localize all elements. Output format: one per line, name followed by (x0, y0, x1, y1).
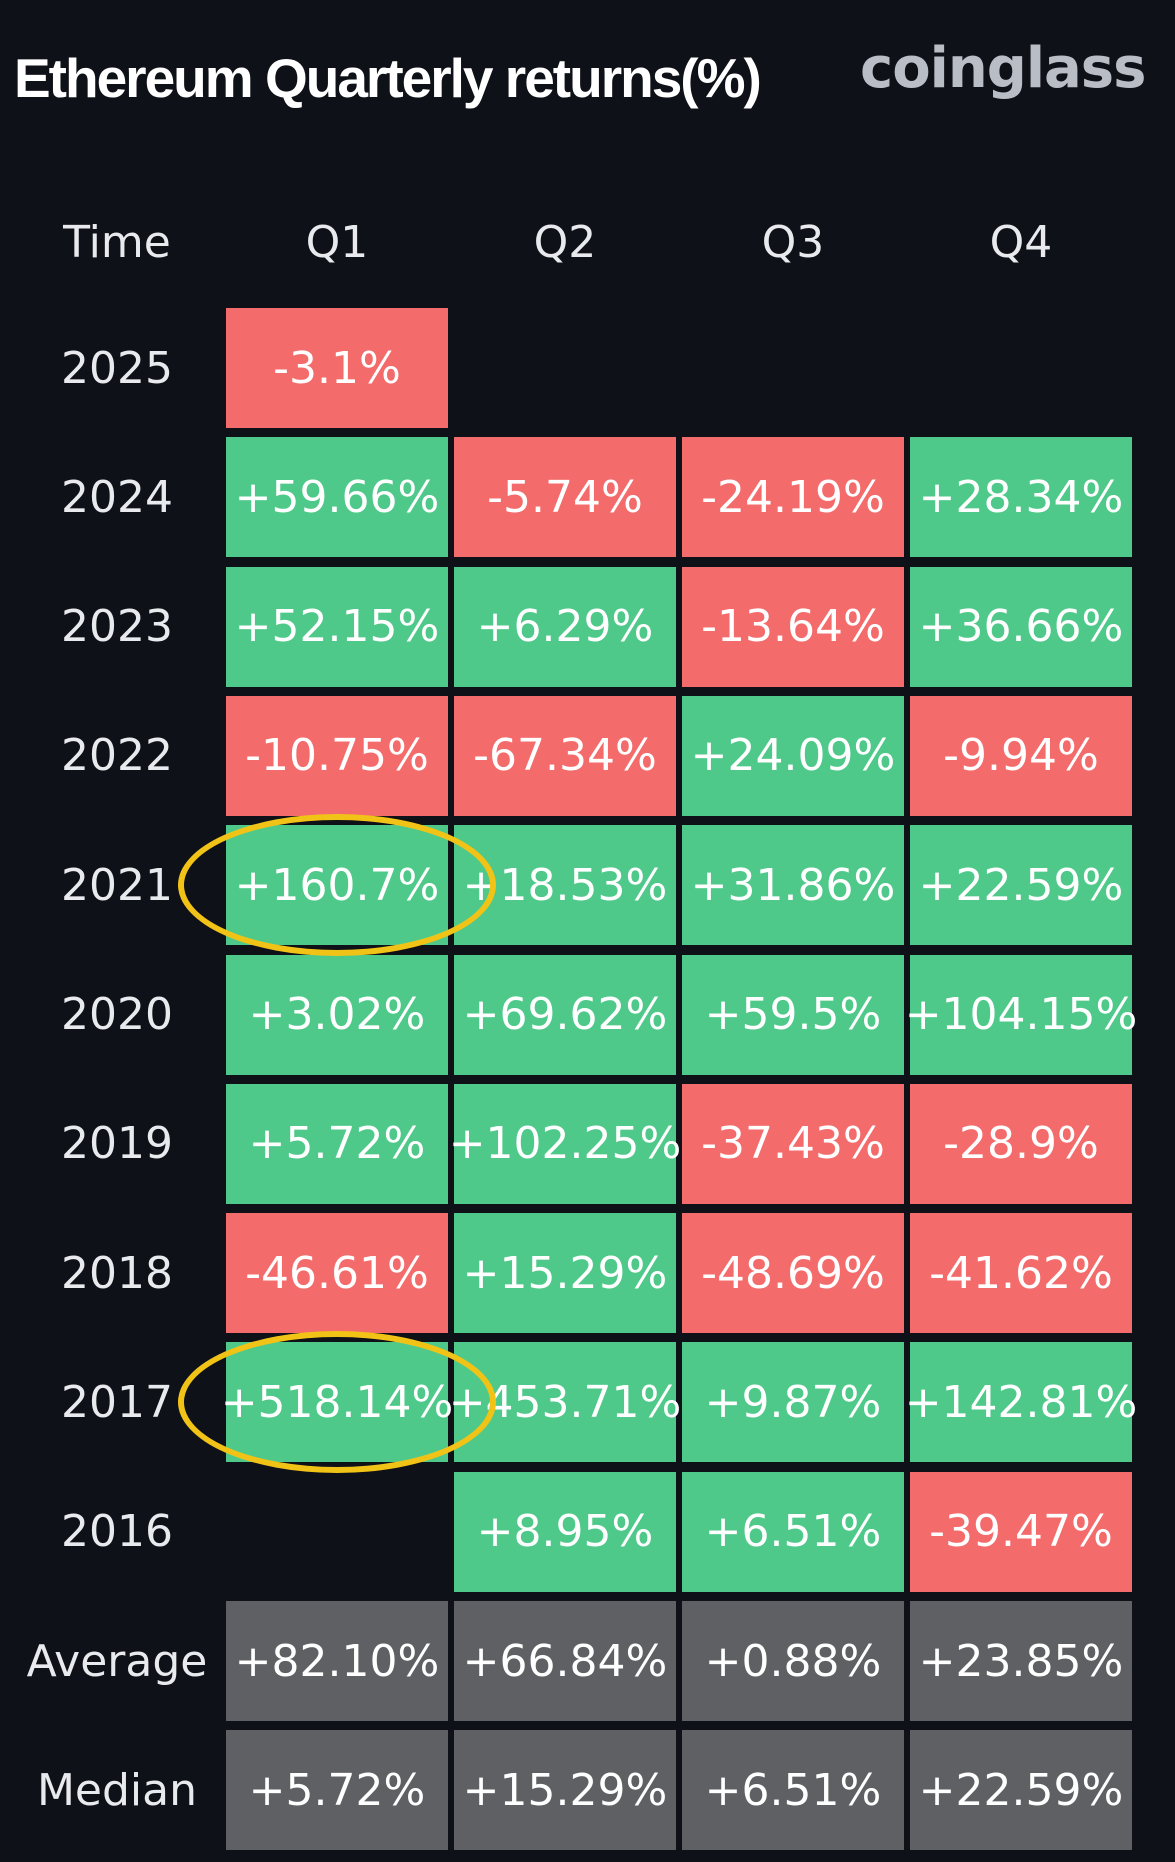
table-cell: +3.02% (226, 954, 448, 1075)
row-label-2023: 2023 (61, 601, 173, 653)
table-cell: +18.53% (454, 825, 676, 946)
table-cell: +5.72% (226, 1730, 448, 1851)
table-cell: +453.71% (449, 1342, 681, 1463)
table-cell: -41.62% (910, 1213, 1132, 1334)
table-cell: -24.19% (682, 437, 904, 558)
table-cell: -3.1% (226, 308, 448, 428)
table-cell: -13.64% (682, 566, 904, 687)
table-cell: -39.47% (910, 1471, 1132, 1592)
table-cell: +102.25% (449, 1083, 681, 1204)
table-cell: -10.75% (226, 695, 448, 816)
column-header-q1: Q1 (305, 216, 369, 268)
table-cell: +22.59% (910, 825, 1132, 946)
table-cell: +23.85% (910, 1601, 1132, 1721)
table-cell: -9.94% (910, 695, 1132, 816)
row-label-2021: 2021 (61, 859, 173, 911)
table-cell: +6.51% (682, 1730, 904, 1851)
row-label-2018: 2018 (61, 1247, 173, 1299)
table-cell: +59.5% (682, 954, 904, 1075)
table-cell: +6.51% (682, 1471, 904, 1592)
row-label-2022: 2022 (61, 730, 173, 782)
table-cell: +5.72% (226, 1083, 448, 1204)
table-cell: +59.66% (226, 437, 448, 558)
row-label-average: Average (26, 1635, 208, 1687)
row-label-2020: 2020 (61, 989, 173, 1040)
chart-title: Ethereum Quarterly returns(%) (14, 47, 762, 109)
chart-header: Ethereum Quarterly returns(%) (14, 38, 762, 118)
table-cell: +82.10% (226, 1601, 448, 1721)
column-header-time: Time (63, 216, 171, 268)
table-cell: -5.74% (454, 437, 676, 558)
row-label-2017: 2017 (61, 1376, 173, 1428)
table-cell: -28.9% (910, 1083, 1132, 1204)
table-cell: +160.7% (226, 825, 448, 946)
table-cell: +15.29% (454, 1213, 676, 1334)
brand-logo: coinglass (860, 36, 1146, 101)
table-cell: +36.66% (910, 566, 1132, 687)
table-cell: +142.81% (905, 1342, 1137, 1463)
table-cell: -37.43% (682, 1083, 904, 1204)
table-cell: +22.59% (910, 1730, 1132, 1851)
table-cell: +69.62% (454, 954, 676, 1075)
table-cell: -67.34% (454, 695, 676, 816)
column-header-q3: Q3 (761, 216, 825, 268)
table-cell: +15.29% (454, 1730, 676, 1851)
table-cell: +9.87% (682, 1342, 904, 1463)
table-cell: -48.69% (682, 1213, 904, 1334)
table-cell: +8.95% (454, 1471, 676, 1592)
table-cell: +24.09% (682, 695, 904, 816)
row-label-2024: 2024 (61, 471, 173, 523)
table-cell: +31.86% (682, 825, 904, 946)
table-cell: +6.29% (454, 566, 676, 687)
row-label-2019: 2019 (61, 1118, 173, 1170)
table-cell: +104.15% (905, 954, 1137, 1075)
table-cell: +52.15% (226, 566, 448, 687)
table-cell: +518.14% (221, 1342, 453, 1463)
row-label-2016: 2016 (61, 1506, 173, 1558)
row-label-median: Median (36, 1764, 198, 1816)
table-cell: +0.88% (682, 1601, 904, 1721)
table-cell: +28.34% (910, 437, 1132, 558)
column-header-q2: Q2 (533, 216, 597, 268)
column-header-q4: Q4 (989, 216, 1053, 268)
table-cell: +66.84% (454, 1601, 676, 1721)
table-cell: -46.61% (226, 1213, 448, 1334)
row-label-2025: 2025 (61, 342, 173, 394)
